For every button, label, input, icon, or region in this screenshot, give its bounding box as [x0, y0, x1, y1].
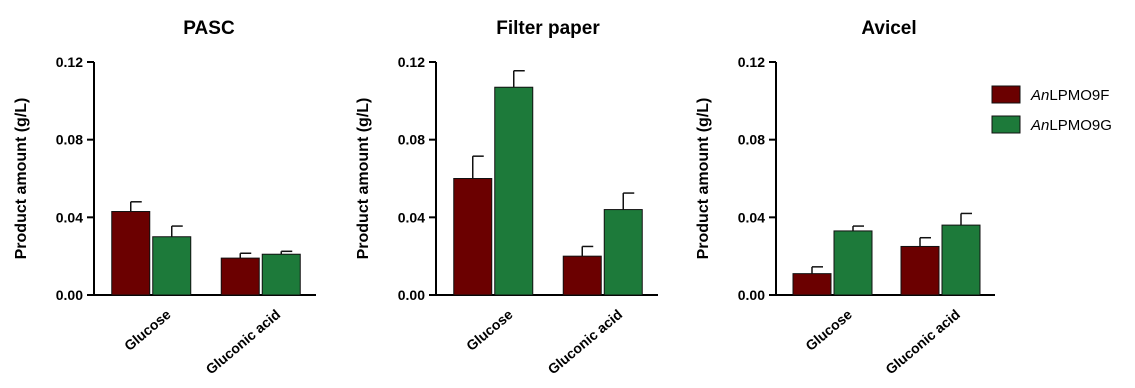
x-category-label: Gluconic acid [545, 306, 626, 377]
y-tick-label: 0.00 [398, 287, 425, 303]
panel-title: Filter paper [496, 18, 600, 39]
bar-gluconic-acid-anlpmo9f [900, 245, 940, 296]
y-tick-label: 0.08 [738, 132, 765, 148]
bar-gluconic-acid-anlpmo9f [220, 257, 260, 296]
x-category-label: Gluconic acid [882, 306, 963, 377]
y-tick-label: 0.00 [56, 287, 83, 303]
panel-pasc: PASC Product amount (g/L) 0.00 0.04 0.08 0.12… [13, 18, 316, 377]
panel-avicel: Avicel Product amount (g/L) 0.00 0.04 0.08 0.… [695, 18, 995, 377]
bar-glucose-anlpmo9f [111, 211, 151, 296]
x-category-label: Glucose [121, 306, 174, 354]
y-tick-label: 0.12 [738, 54, 765, 70]
legend-label-anlpmo9f: AnLPMO9F [1030, 87, 1109, 104]
panel-title: PASC [183, 18, 235, 39]
legend: AnLPMO9F AnLPMO9G [991, 85, 1112, 134]
x-category-label: Glucose [463, 306, 516, 354]
bar-glucose-anlpmo9g [833, 230, 873, 296]
bar-glucose-anlpmo9g [152, 236, 192, 296]
bar-gluconic-acid-anlpmo9g [261, 253, 301, 296]
legend-label-anlpmo9g: AnLPMO9G [1030, 117, 1112, 134]
y-tick-label: 0.08 [56, 132, 83, 148]
x-category-label: Glucose [802, 306, 855, 354]
bar-glucose-anlpmo9g [494, 86, 534, 296]
y-tick-label: 0.04 [56, 209, 83, 225]
bar-gluconic-acid-anlpmo9g [941, 224, 981, 296]
chart-panels: PASC Product amount (g/L) 0.00 0.04 0.08 0.12… [13, 18, 995, 377]
y-tick-label: 0.04 [738, 209, 765, 225]
bar-gluconic-acid-anlpmo9g [603, 209, 643, 296]
y-tick-label: 0.12 [56, 54, 83, 70]
legend-swatch-anlpmo9f [991, 85, 1021, 104]
bar-gluconic-acid-anlpmo9f [562, 255, 602, 296]
panel-filter-paper: Filter paper Product amount (g/L) 0.00 0.04… [355, 18, 658, 377]
bar-glucose-anlpmo9f [792, 273, 832, 296]
y-tick-label: 0.00 [738, 287, 765, 303]
panel-title: Avicel [861, 18, 916, 39]
y-tick-label: 0.08 [398, 132, 425, 148]
legend-swatch-anlpmo9g [991, 115, 1021, 134]
y-tick-label: 0.12 [398, 54, 425, 70]
bar-glucose-anlpmo9f [453, 178, 493, 296]
x-category-label: Gluconic acid [203, 306, 284, 377]
y-tick-label: 0.04 [398, 209, 425, 225]
y-axis-label: Product amount (g/L) [13, 98, 30, 260]
y-axis-label: Product amount (g/L) [355, 98, 372, 260]
y-axis-label: Product amount (g/L) [695, 98, 712, 260]
